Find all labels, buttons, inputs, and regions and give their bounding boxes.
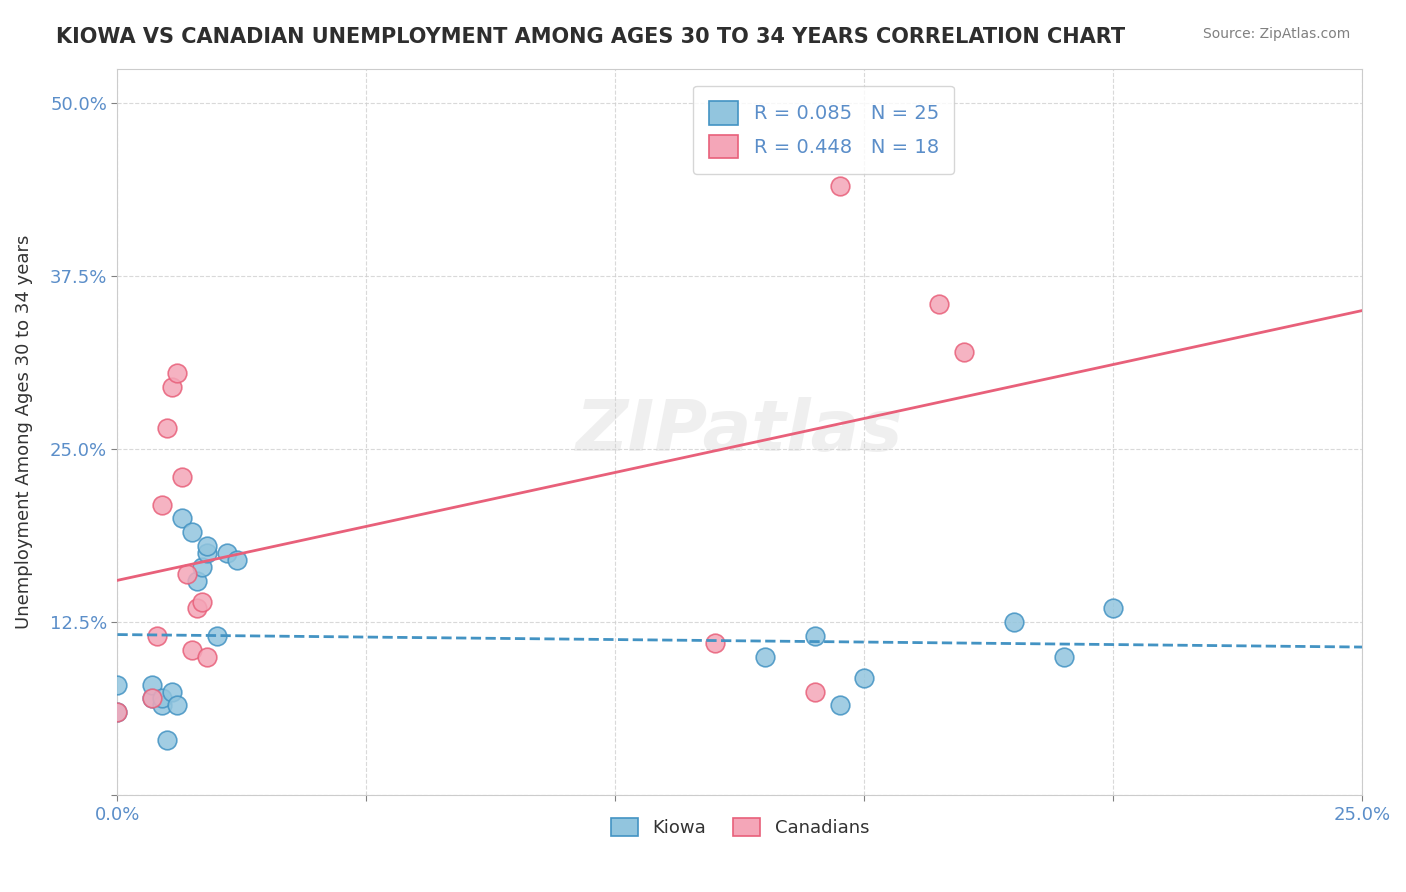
Point [172, 511, 194, 525]
Point [1002, 615, 1025, 630]
Point [754, 649, 776, 664]
Text: ZIPatlas: ZIPatlas [576, 398, 904, 467]
Point [150, 498, 173, 512]
Point [162, 684, 184, 698]
Point [156, 733, 179, 747]
Point [107, 706, 129, 720]
Point [141, 691, 163, 706]
Point [172, 470, 194, 484]
Legend: Kiowa, Canadians: Kiowa, Canadians [603, 811, 876, 845]
Point [166, 366, 188, 380]
Point [191, 560, 214, 574]
Point [141, 691, 163, 706]
Point [181, 525, 204, 540]
Point [205, 629, 228, 643]
Point [186, 574, 208, 588]
Point [853, 671, 876, 685]
Point [141, 678, 163, 692]
Point [107, 706, 129, 720]
Point [191, 594, 214, 608]
Text: KIOWA VS CANADIAN UNEMPLOYMENT AMONG AGES 30 TO 34 YEARS CORRELATION CHART: KIOWA VS CANADIAN UNEMPLOYMENT AMONG AGE… [56, 27, 1125, 46]
Point [181, 643, 204, 657]
Point [195, 546, 218, 560]
Point [156, 421, 179, 435]
Text: Source: ZipAtlas.com: Source: ZipAtlas.com [1202, 27, 1350, 41]
Point [953, 345, 976, 359]
Point [195, 539, 218, 553]
Point [928, 297, 950, 311]
Point [704, 636, 727, 650]
Point [150, 698, 173, 713]
Point [186, 601, 208, 615]
Point [195, 649, 218, 664]
Point [803, 629, 825, 643]
Point [828, 698, 851, 713]
Point [828, 179, 851, 194]
Point [146, 629, 169, 643]
Point [166, 698, 188, 713]
Point [150, 691, 173, 706]
Point [1102, 601, 1125, 615]
Point [803, 684, 825, 698]
Point [176, 566, 198, 581]
Y-axis label: Unemployment Among Ages 30 to 34 years: Unemployment Among Ages 30 to 34 years [15, 235, 32, 629]
Point [215, 546, 238, 560]
Point [1053, 649, 1076, 664]
Point [226, 553, 249, 567]
Point [162, 380, 184, 394]
Point [107, 678, 129, 692]
